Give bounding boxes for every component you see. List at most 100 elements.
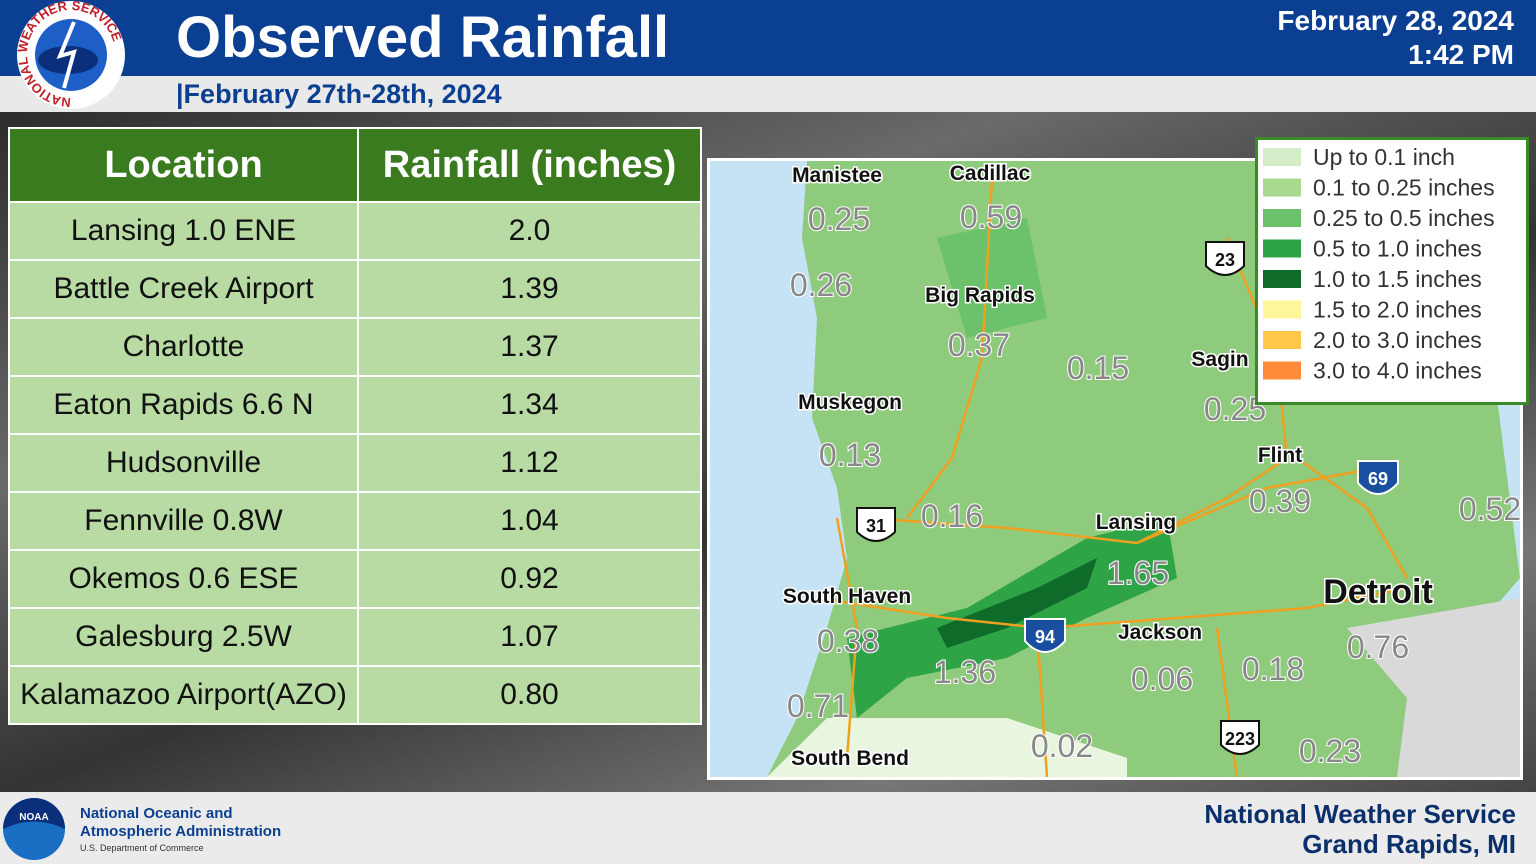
legend-items: Up to 0.1 inch 0.1 to 0.25 inches 0.25 to … [1263, 144, 1495, 384]
table-row: Lansing 1.0 ENE 2.0 [8, 201, 702, 261]
light-area [767, 718, 1127, 777]
city-label: Jackson [1118, 621, 1202, 644]
header-bar [0, 0, 1536, 76]
footer-bar [0, 792, 1536, 864]
shield-shape [1205, 241, 1245, 276]
rainfall-value: 0.39 [1249, 483, 1311, 519]
rainfall-value: 0.59 [960, 199, 1022, 235]
location-cell: Hudsonville [8, 433, 359, 493]
table-row: Kalamazoo Airport(AZO) 0.80 [8, 665, 702, 725]
legend: Up to 0.1 inch 0.1 to 0.25 inches 0.25 to … [1255, 137, 1529, 405]
header-cell: Location [8, 127, 359, 203]
rainfall-value: 1.65 [1107, 555, 1169, 591]
city-label: Muskegon [798, 391, 902, 414]
rainfall-cell: 1.04 [357, 491, 702, 551]
city-label: Flint [1258, 444, 1302, 467]
location-cell: Lansing 1.0 ENE [8, 201, 359, 261]
legend-swatch [1263, 178, 1301, 197]
office-location: Grand Rapids, MI [1302, 829, 1516, 859]
city-label: Big Rapids [925, 284, 1035, 307]
rainfall-cell: 1.34 [357, 375, 702, 435]
city-label: Sagin [1191, 348, 1248, 371]
rainfall-value: 0.16 [921, 498, 983, 534]
city-label: Lansing [1096, 511, 1177, 534]
table-row: Battle Creek Airport 1.39 [8, 259, 702, 319]
rainfall-cell: 0.92 [357, 549, 702, 609]
city-label: South Haven [783, 585, 911, 608]
agency: National Oceanic and Atmospheric Adminis… [80, 805, 282, 840]
city-label: Manistee [792, 164, 882, 187]
subtitle-bar [0, 76, 1536, 112]
legend-swatch [1263, 300, 1301, 319]
shield-number: 23 [1215, 250, 1235, 270]
header-cell: Rainfall (inches) [357, 127, 702, 203]
rainfall-cell: 1.37 [357, 317, 702, 377]
lake-michigan [710, 161, 847, 777]
location-cell: Okemos 0.6 ESE [8, 549, 359, 609]
heaviest-band [937, 558, 1097, 648]
rainfall-value: 0.76 [1347, 629, 1409, 665]
map-labels: Manistee Cadillac 0.25 0.59 0.26 Big Rapids 0.… [781, 161, 1522, 772]
shield-number: 94 [1035, 627, 1055, 647]
table-body: Lansing 1.0 ENE 2.0 Battle Creek Airport 1.… [8, 201, 702, 725]
rainfall-value: 0.37 [948, 327, 1010, 363]
rainfall-value: 0.23 [1299, 733, 1361, 769]
location-cell: Battle Creek Airport [8, 259, 359, 319]
moderate-area [937, 218, 1047, 338]
rainfall-value: 0.06 [1131, 661, 1193, 697]
location-cell: Kalamazoo Airport(AZO) [8, 665, 359, 725]
highway-shield: 23 [1205, 241, 1245, 276]
nws-logo: NATIONAL WEATHER SERVICE [15, 0, 125, 110]
rainfall-value: 0.26 [790, 267, 852, 303]
shield-shape [1220, 720, 1260, 755]
highway-shield: 69 [1357, 460, 1399, 495]
legend-swatch [1263, 331, 1301, 349]
rainfall-cell: 1.07 [357, 607, 702, 667]
shield-number: 31 [866, 516, 886, 536]
location-cell: Fennville 0.8W [8, 491, 359, 551]
office: National Weather Service [1204, 799, 1516, 829]
legend-swatch [1263, 209, 1301, 227]
legend-label: 0.5 to 1.0 inches [1313, 236, 1482, 262]
rainfall-cell: 2.0 [357, 201, 702, 261]
table-row: Hudsonville 1.12 [8, 433, 702, 493]
rainfall-value: 0.52 [1459, 491, 1521, 527]
rainfall-value: 0.38 [817, 623, 879, 659]
rainfall-map: Manistee Cadillac 0.25 0.59 0.26 Big Rapids 0.… [707, 158, 1523, 780]
legend-swatch [1263, 148, 1301, 166]
department: U.S. Department of Commerce [80, 843, 204, 853]
highway-shield: 31 [856, 507, 896, 542]
time: 1:42 PM [1408, 39, 1514, 70]
rainfall-cell: 0.80 [357, 665, 702, 725]
shield-shape [856, 507, 896, 542]
shield-number: 69 [1368, 469, 1388, 489]
rainfall-value: 0.71 [787, 688, 849, 724]
city-label: Cadillac [950, 162, 1031, 185]
rainfall-cell: 1.39 [357, 259, 702, 319]
location-cell: Galesburg 2.5W [8, 607, 359, 667]
table-row: Galesburg 2.5W 1.07 [8, 607, 702, 667]
table-row: Eaton Rapids 6.6 N 1.34 [8, 375, 702, 435]
legend-label: 1.5 to 2.0 inches [1313, 297, 1482, 323]
legend-label: 0.1 to 0.25 inches [1313, 175, 1495, 201]
rainfall-value: 0.25 [808, 201, 870, 237]
subtitle: |February 27th-28th, 2024 [176, 79, 502, 109]
highway-shield: 94 [1024, 618, 1066, 653]
rainfall-value: 0.13 [819, 437, 881, 473]
rainfall-value: 0.18 [1242, 651, 1304, 687]
shield-shape [1357, 460, 1399, 495]
rainfall-value: 0.02 [1031, 728, 1093, 764]
ontario [1347, 598, 1520, 777]
rainfall-table: Location Rainfall (inches) Lansing 1.0 E… [8, 127, 702, 725]
shield-number: 223 [1225, 729, 1255, 749]
date: February 28, 2024 [1277, 5, 1514, 36]
title: Observed Rainfall [176, 5, 670, 70]
legend-label: 1.0 to 1.5 inches [1313, 266, 1482, 292]
legend-swatch [1263, 361, 1301, 380]
location-cell: Eaton Rapids 6.6 N [8, 375, 359, 435]
legend-label: 0.25 to 0.5 inches [1313, 205, 1495, 231]
highway-shield: 223 [1220, 720, 1260, 755]
noaa-abbr: NOAA [19, 812, 48, 823]
legend-label: 2.0 to 3.0 inches [1313, 327, 1482, 353]
rainfall-value: 1.36 [934, 654, 996, 690]
